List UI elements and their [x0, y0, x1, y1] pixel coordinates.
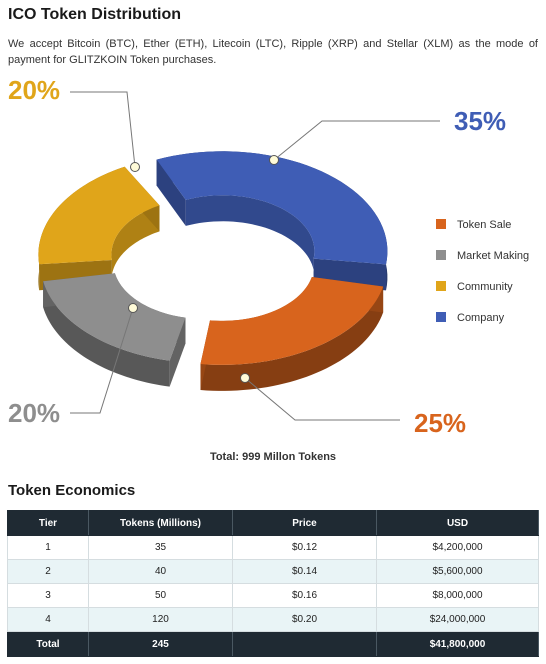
slice-inner-wall — [185, 195, 315, 285]
slice-outer-wall — [200, 286, 384, 391]
page-title: ICO Token Distribution — [8, 6, 182, 23]
table-row: 2 40 $0.14 $5,600,000 — [7, 559, 539, 584]
slice-token-sale — [200, 277, 384, 391]
legend-item-market-making: Market Making — [436, 250, 529, 262]
legend-swatch — [436, 219, 446, 229]
leader-line-token-sale — [244, 377, 400, 421]
marker-dot-company — [269, 155, 279, 165]
marker-dot-token-sale — [240, 373, 250, 383]
cell-tier: 1 — [7, 535, 89, 560]
column-header-usd: USD — [376, 510, 539, 536]
column-header-price: Price — [232, 510, 377, 536]
slice-company — [156, 151, 388, 291]
distribution-donut-chart: 25% 20% 20% 35% Token Sale Market Making Commu… — [8, 75, 529, 438]
total-price — [232, 631, 377, 657]
cell-tier: 2 — [7, 559, 89, 584]
table-total-row: Total 245 $41,800,000 — [7, 631, 539, 657]
cell-tokens: 120 — [88, 607, 233, 632]
legend-label: Market Making — [457, 250, 529, 262]
legend-item-community: Community — [436, 281, 513, 293]
legend-swatch — [436, 281, 446, 291]
cell-tokens: 35 — [88, 535, 233, 560]
total-usd: $41,800,000 — [376, 631, 539, 657]
leader-line-company — [273, 120, 440, 161]
table-row: 3 50 $0.16 $8,000,000 — [7, 583, 539, 608]
cell-tier: 3 — [7, 583, 89, 608]
cell-price: $0.20 — [232, 607, 377, 632]
slice-top-face — [43, 273, 186, 361]
table-row: 4 120 $0.20 $24,000,000 — [7, 607, 539, 632]
cell-tokens: 50 — [88, 583, 233, 608]
slice-outer-wall — [43, 281, 170, 387]
legend-label: Community — [457, 281, 513, 293]
slice-inner-wall — [111, 205, 160, 286]
percent-label-community: 20% — [8, 75, 60, 105]
cell-price: $0.16 — [232, 583, 377, 608]
cell-price: $0.12 — [232, 535, 377, 560]
slice-market-making — [43, 273, 186, 387]
marker-dot-market-making — [128, 303, 138, 313]
column-header-tier: Tier — [7, 510, 89, 536]
leader-line-community — [70, 91, 136, 168]
cell-price: $0.14 — [232, 559, 377, 584]
cell-usd: $24,000,000 — [376, 607, 539, 632]
slice-top-face — [156, 151, 388, 265]
percent-label-company: 35% — [454, 106, 506, 136]
slice-start-cap — [169, 317, 186, 387]
legend-swatch — [436, 250, 446, 260]
slice-top-face — [38, 166, 160, 265]
slice-community — [38, 166, 160, 291]
column-header-tokens: Tokens (Millions) — [88, 510, 233, 536]
legend-swatch — [436, 312, 446, 322]
cell-usd: $5,600,000 — [376, 559, 539, 584]
percent-label-market-making: 20% — [8, 398, 60, 428]
legend-label: Company — [457, 312, 505, 324]
intro-paragraph: We accept Bitcoin (BTC), Ether (ETH), Li… — [8, 38, 538, 66]
legend-item-company: Company — [436, 312, 505, 324]
marker-dot-community — [130, 162, 140, 172]
table-row: 1 35 $0.12 $4,200,000 — [7, 535, 539, 560]
total-tokens: 245 — [88, 631, 233, 657]
section-title-token-economics: Token Economics — [8, 482, 136, 499]
legend-label: Token Sale — [457, 219, 511, 231]
percent-label-token-sale: 25% — [414, 408, 466, 438]
cell-tier: 4 — [7, 607, 89, 632]
leader-line-market-making — [70, 307, 134, 414]
slice-top-face — [200, 277, 384, 365]
chart-total-caption: Total: 999 Millon Tokens — [209, 451, 337, 463]
legend-item-token-sale: Token Sale — [436, 219, 511, 231]
cell-usd: $8,000,000 — [376, 583, 539, 608]
cell-tokens: 40 — [88, 559, 233, 584]
slice-start-cap — [156, 159, 186, 226]
cell-usd: $4,200,000 — [376, 535, 539, 560]
table-header-row: Tier Tokens (Millions) Price USD — [7, 510, 539, 536]
token-economics-table: Tier Tokens (Millions) Price USD 1 35 $0… — [7, 510, 539, 657]
total-label: Total — [7, 631, 89, 657]
